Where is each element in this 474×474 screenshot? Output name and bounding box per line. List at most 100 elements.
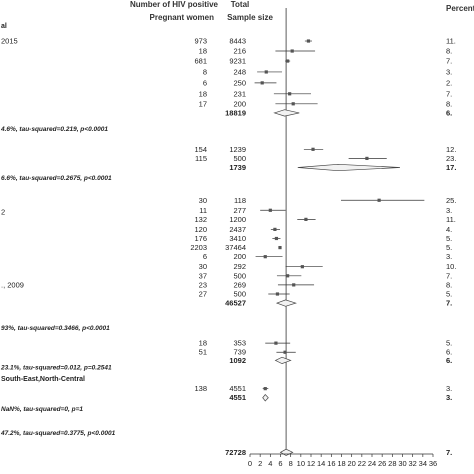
percent-18: 10. [446, 262, 456, 271]
study-point-1 [290, 49, 294, 53]
sample-size-4: 250 [233, 78, 246, 87]
sample-size-19: 500 [233, 271, 246, 280]
study-point-19 [286, 274, 290, 278]
hiv-count-23: 18 [199, 339, 207, 348]
stat-s4: 23.1%, tau-squared=0.012, p=0.2541 [0, 364, 112, 371]
study-point-26 [263, 387, 267, 391]
study-point-23 [274, 341, 278, 345]
x-tick-label-18: 36 [429, 459, 437, 468]
sample-size-15: 3410 [229, 234, 246, 243]
percent-8: 12. [446, 145, 456, 154]
hiv-count-14: 120 [194, 225, 207, 234]
hiv-count-24: 51 [199, 348, 207, 357]
study-point-12 [268, 208, 272, 212]
hiv-count-9: 115 [195, 154, 207, 163]
percent-16: 5. [446, 243, 452, 252]
percent-27: 3. [446, 393, 452, 402]
sample-size-6: 200 [233, 99, 246, 108]
hiv-count-11: 30 [199, 196, 207, 205]
sample-size-28: 72728 [225, 448, 246, 457]
study-point-21 [275, 292, 280, 296]
x-tick-label-8: 16 [327, 459, 335, 468]
hiv-count-15: 176 [194, 234, 207, 243]
percent-10: 17. [446, 163, 456, 172]
percent-7: 6. [446, 108, 452, 117]
sample-size-7: 18819 [225, 108, 246, 117]
x-tick-label-3: 6 [278, 459, 282, 468]
sample-size-18: 292 [233, 262, 246, 271]
hiv-count-2: 681 [194, 57, 207, 66]
left-label-top1: al [1, 23, 7, 30]
study-point-16 [278, 245, 282, 250]
header-hiv-line1: Number of HIV positive [130, 0, 219, 9]
study-point-20 [292, 283, 296, 287]
sample-size-2: 9231 [229, 57, 246, 66]
x-tick-label-14: 28 [388, 459, 396, 468]
percent-14: 4. [446, 225, 452, 234]
header-total-line1: Total [231, 0, 250, 9]
pooled-diamond-27 [262, 394, 269, 402]
sample-size-23: 353 [233, 339, 246, 348]
percent-2: 7. [446, 57, 452, 66]
pooled-diamond-7 [273, 109, 300, 117]
x-tick-label-12: 24 [368, 459, 376, 468]
hiv-count-3: 8 [203, 67, 207, 76]
study-point-8 [311, 147, 315, 151]
stat-s5: NaN%, tau-squared=0, p=1 [1, 406, 83, 413]
stat-s3: 93%, tau-squared=0.3466, p<0.0001 [1, 325, 110, 332]
hiv-count-13: 132 [194, 215, 207, 224]
sample-size-21: 500 [233, 290, 246, 299]
percent-13: 11. [446, 215, 456, 224]
percent-6: 8. [446, 99, 452, 108]
pooled-diamond-22 [275, 299, 297, 307]
hiv-count-19: 37 [199, 271, 207, 280]
pooled-diamond-10 [297, 163, 400, 172]
sample-size-9: 500 [233, 154, 246, 163]
percent-1: 8. [446, 47, 452, 56]
study-point-14 [273, 227, 277, 231]
percent-5: 7. [446, 89, 452, 98]
percent-12: 3. [446, 206, 452, 215]
x-tick-label-11: 22 [358, 459, 366, 468]
x-tick-label-15: 30 [398, 459, 406, 468]
percent-17: 3. [446, 252, 452, 261]
header-total-line2: Sample size [227, 13, 273, 22]
study-point-18 [300, 265, 304, 269]
hiv-count-6: 17 [199, 99, 207, 108]
sample-size-12: 277 [233, 206, 246, 215]
stat-s1: 4.6%, tau-squared=0.219, p<0.0001 [0, 126, 108, 133]
hiv-count-0: 973 [194, 37, 207, 46]
sample-size-20: 269 [233, 280, 246, 289]
percent-9: 23. [446, 154, 456, 163]
x-axis: 0 2 4 6 8 10 12 14 16 18 20 22 24 26 28 30 32 34 36 [248, 453, 437, 468]
left-label-study3: ., 2009 [1, 280, 24, 289]
sample-size-22: 46527 [225, 299, 246, 308]
sample-size-8: 1239 [229, 145, 246, 154]
study-point-17 [263, 255, 267, 259]
percent-26: 3. [446, 384, 452, 393]
header-percent: Percent [446, 4, 474, 13]
x-tick-label-4: 8 [289, 459, 293, 468]
hiv-count-26: 138 [194, 384, 207, 393]
number-columns: 973 8443 11. 18 216 8. 681 9231 7. 8 248 3. 6 250 2. 18… [190, 37, 456, 457]
heterogeneity-stats: 4.6%, tau-squared=0.219, p<0.0001 6.6%, t… [0, 126, 116, 437]
hiv-count-8: 154 [194, 145, 207, 154]
hiv-count-16: 2203 [190, 243, 207, 252]
x-tick-label-6: 12 [307, 459, 315, 468]
sample-size-16: 37464 [225, 243, 246, 252]
sample-size-11: 118 [234, 196, 246, 205]
study-point-3 [264, 70, 268, 74]
sample-size-24: 739 [233, 348, 246, 357]
hiv-count-18: 30 [199, 262, 207, 271]
percent-23: 5. [446, 339, 452, 348]
pooled-diamond-25 [274, 356, 292, 365]
left-label-study2: 2 [1, 208, 5, 217]
sample-size-1: 216 [233, 47, 246, 56]
hiv-count-4: 6 [203, 78, 207, 87]
sample-size-17: 200 [233, 252, 246, 261]
x-tick-label-1: 2 [258, 459, 262, 468]
x-tick-label-7: 14 [317, 459, 325, 468]
sample-size-14: 2437 [229, 225, 246, 234]
percent-19: 7. [446, 271, 452, 280]
